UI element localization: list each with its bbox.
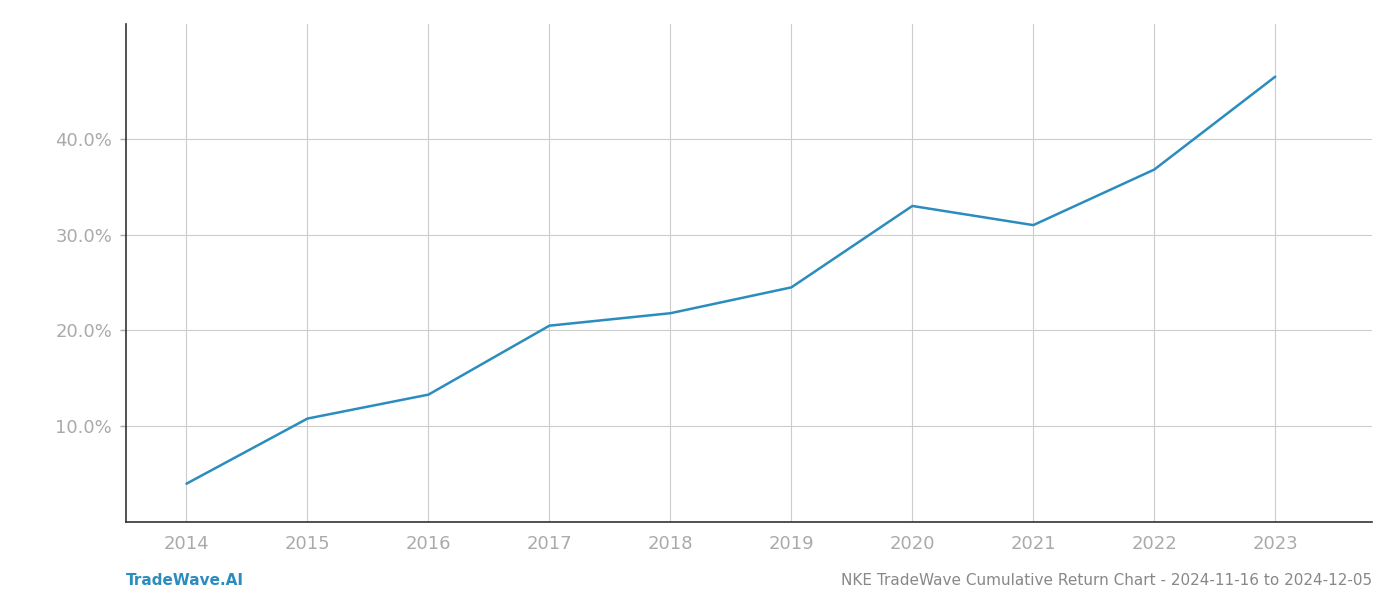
Text: TradeWave.AI: TradeWave.AI	[126, 573, 244, 588]
Text: NKE TradeWave Cumulative Return Chart - 2024-11-16 to 2024-12-05: NKE TradeWave Cumulative Return Chart - …	[841, 573, 1372, 588]
